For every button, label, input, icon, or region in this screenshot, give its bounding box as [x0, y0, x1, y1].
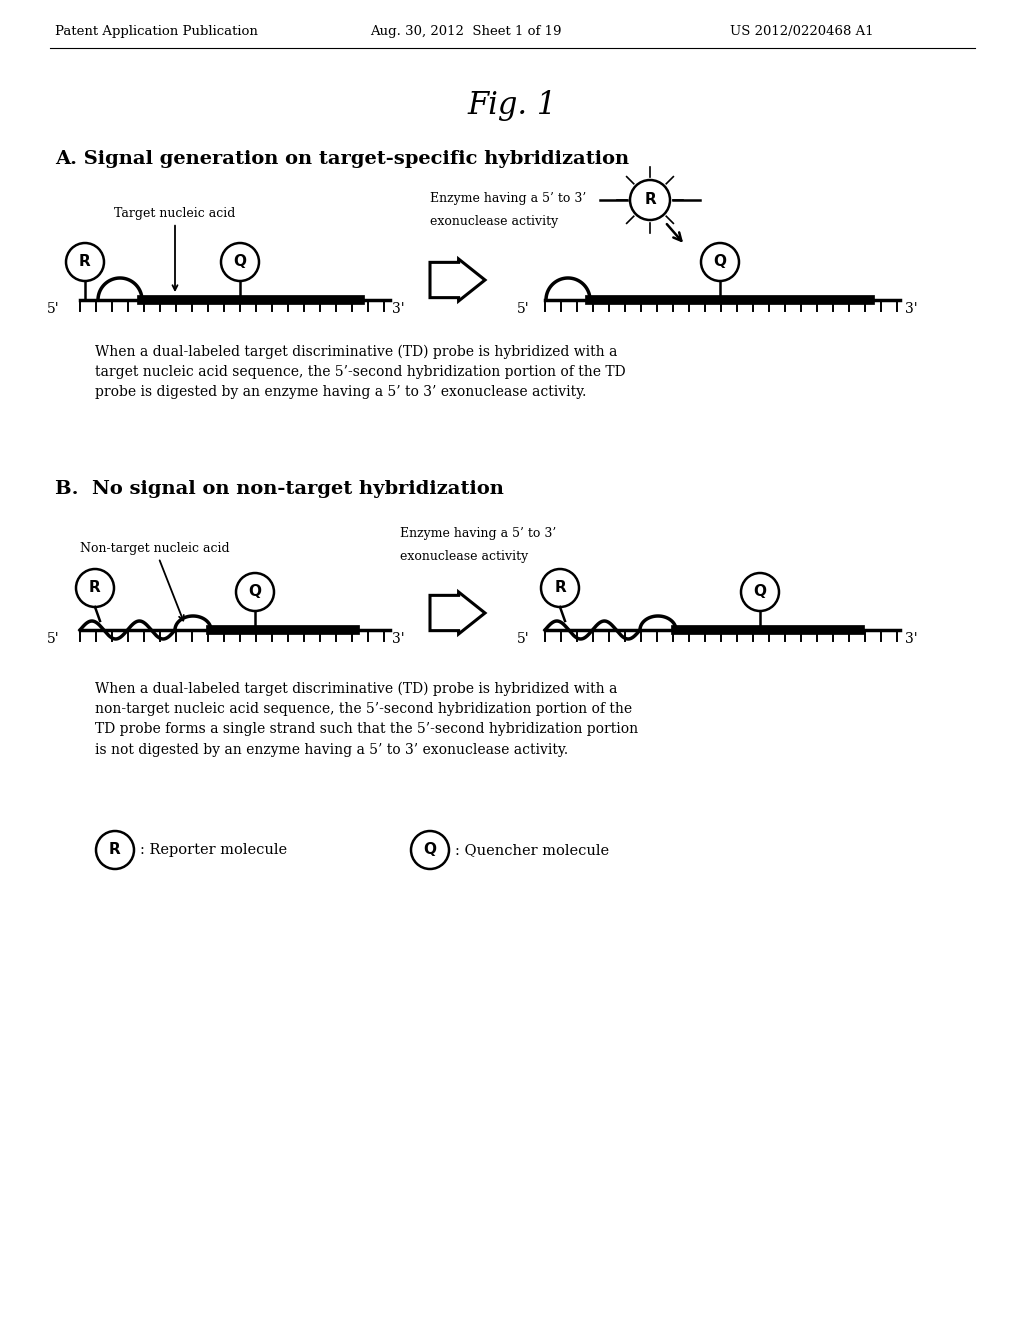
Text: Patent Application Publication: Patent Application Publication [55, 25, 258, 38]
Text: 3': 3' [905, 302, 918, 315]
Text: 3': 3' [392, 632, 404, 645]
Text: Non-target nucleic acid: Non-target nucleic acid [80, 543, 229, 620]
Text: 3': 3' [905, 632, 918, 645]
Text: Q: Q [249, 585, 261, 599]
Text: R: R [554, 581, 566, 595]
Text: 5': 5' [517, 632, 530, 645]
Text: US 2012/0220468 A1: US 2012/0220468 A1 [730, 25, 873, 38]
Text: 5': 5' [47, 632, 60, 645]
Text: Target nucleic acid: Target nucleic acid [115, 207, 236, 290]
Text: 3': 3' [392, 302, 404, 315]
Text: exonuclease activity: exonuclease activity [400, 550, 528, 564]
Text: Q: Q [233, 255, 247, 269]
Text: Enzyme having a 5’ to 3’: Enzyme having a 5’ to 3’ [400, 527, 556, 540]
Text: Q: Q [424, 842, 436, 858]
Text: Fig. 1: Fig. 1 [467, 90, 557, 121]
Text: Q: Q [754, 585, 767, 599]
Text: A. Signal generation on target-specific hybridization: A. Signal generation on target-specific … [55, 150, 629, 168]
Text: Enzyme having a 5’ to 3’: Enzyme having a 5’ to 3’ [430, 191, 587, 205]
Text: Q: Q [714, 255, 726, 269]
Text: R: R [644, 193, 656, 207]
Text: exonuclease activity: exonuclease activity [430, 215, 558, 228]
Text: 5': 5' [47, 302, 60, 315]
Text: R: R [110, 842, 121, 858]
Text: R: R [79, 255, 91, 269]
Text: : Reporter molecule: : Reporter molecule [140, 843, 287, 857]
Text: Aug. 30, 2012  Sheet 1 of 19: Aug. 30, 2012 Sheet 1 of 19 [370, 25, 561, 38]
Text: When a dual-labeled target discriminative (TD) probe is hybridized with a
target: When a dual-labeled target discriminativ… [95, 345, 626, 400]
Text: : Quencher molecule: : Quencher molecule [455, 843, 609, 857]
Text: R: R [89, 581, 101, 595]
Text: When a dual-labeled target discriminative (TD) probe is hybridized with a
non-ta: When a dual-labeled target discriminativ… [95, 682, 638, 756]
Text: B.  No signal on non-target hybridization: B. No signal on non-target hybridization [55, 480, 504, 498]
Text: 5': 5' [517, 302, 530, 315]
